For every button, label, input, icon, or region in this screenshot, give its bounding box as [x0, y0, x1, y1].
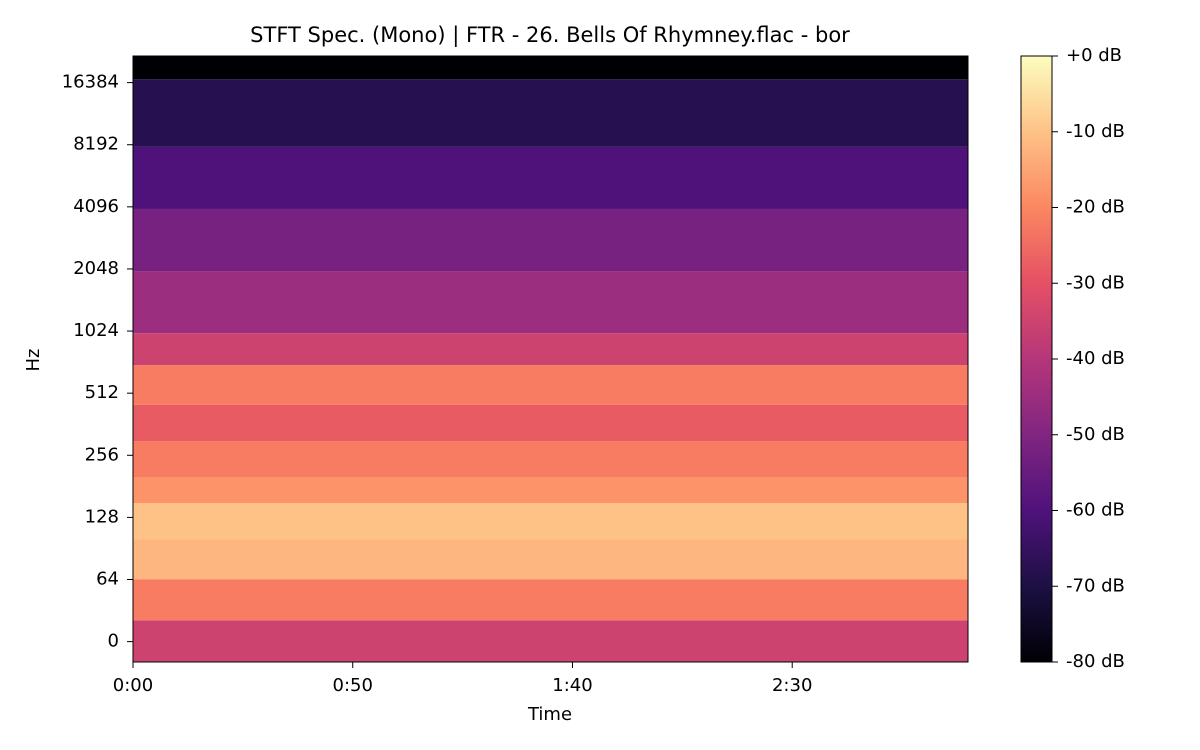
colorbar-tick-label: -80 dB [1066, 651, 1125, 672]
spectrogram-band [133, 56, 968, 80]
y-tick-label: 4096 [73, 196, 119, 217]
colorbar-tick-label: -30 dB [1066, 272, 1125, 293]
spectrogram-band [133, 79, 968, 147]
spectrogram-band [133, 404, 968, 442]
x-tick-label: 0:00 [113, 675, 153, 696]
chart-title: STFT Spec. (Mono) | FTR - 26. Bells Of R… [250, 23, 850, 48]
colorbar-tick-label: -60 dB [1066, 500, 1125, 521]
colorbar-tick-label: -50 dB [1066, 424, 1125, 445]
spectrogram-band [133, 579, 968, 621]
spectrogram-band [133, 333, 968, 366]
colorbar-tick-label: -40 dB [1066, 348, 1125, 369]
spectrogram-band [133, 539, 968, 580]
spectrogram-band [133, 620, 968, 662]
y-tick-label: 2048 [73, 258, 119, 279]
y-tick-label: 1024 [73, 320, 119, 341]
spectrogram-band [133, 146, 968, 209]
plot-frame [132, 55, 969, 663]
colorbar-tick-label: -70 dB [1066, 575, 1125, 596]
x-tick-label: 2:30 [772, 675, 812, 696]
spectrogram-band [133, 441, 968, 478]
y-tick-label: 0 [108, 631, 119, 652]
y-tick-label: 256 [85, 444, 119, 465]
colorbar-tick-label: +0 dB [1066, 45, 1122, 66]
x-tick-label: 1:40 [552, 675, 592, 696]
y-tick-label: 64 [96, 569, 119, 590]
x-tick-label: 0:50 [333, 675, 373, 696]
colorbar-tick-label: -10 dB [1066, 121, 1125, 142]
y-tick-label: 128 [85, 506, 119, 527]
colorbar-tick-label: -20 dB [1066, 197, 1125, 218]
y-tick-label: 8192 [73, 134, 119, 155]
spectrogram-band [133, 365, 968, 405]
y-axis-label: Hz [23, 349, 44, 372]
x-axis-label: Time [527, 704, 572, 725]
y-tick-label: 16384 [62, 72, 119, 93]
spectrogram-band [133, 208, 968, 272]
spectrogram-band [133, 503, 968, 540]
spectrogram-band [133, 477, 968, 504]
y-tick-label: 512 [85, 382, 119, 403]
spectrogram-band [133, 271, 968, 334]
colorbar [1020, 55, 1053, 663]
